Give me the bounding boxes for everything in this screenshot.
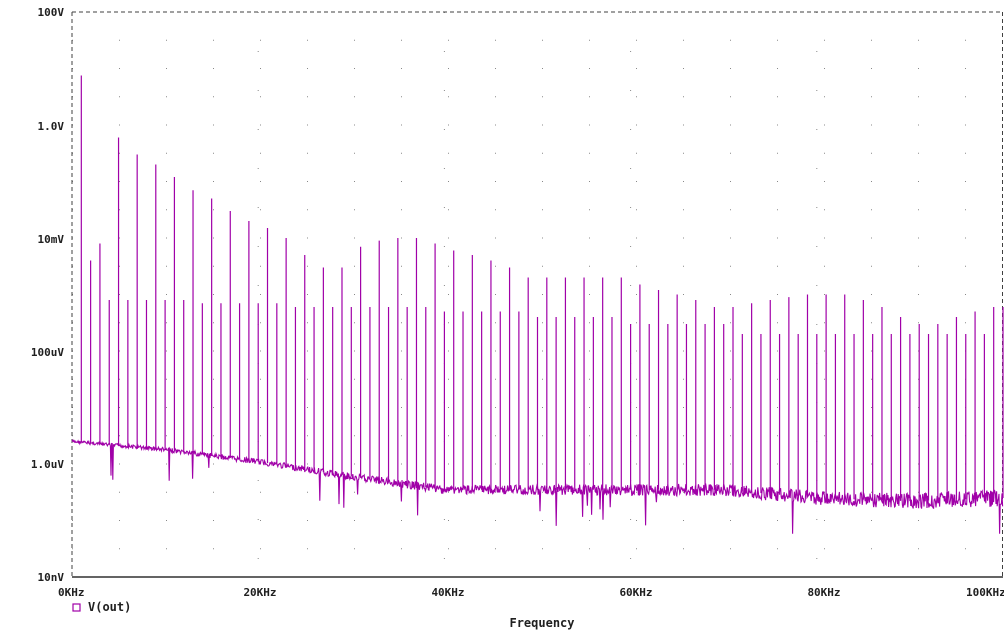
y-tick-label: 1.0V	[38, 120, 65, 133]
series-v-out	[71, 75, 1004, 534]
x-tick-label: 100KHz	[966, 586, 1004, 599]
y-axis-ticks: 100V 1.0V 10mV 100uV 1.0uV 10nV	[31, 6, 64, 584]
x-tick-label: 20KHz	[243, 586, 276, 599]
x-tick-label: 60KHz	[619, 586, 652, 599]
legend: V(out)	[72, 600, 131, 614]
y-tick-label: 1.0uV	[31, 458, 64, 471]
x-axis-title: Frequency	[509, 616, 574, 630]
x-tick-label: 0KHz	[58, 586, 85, 599]
y-tick-label: 100V	[38, 6, 65, 19]
x-tick-label: 40KHz	[431, 586, 464, 599]
y-tick-label: 100uV	[31, 346, 64, 359]
y-tick-label: 10mV	[38, 233, 65, 246]
legend-label-v-out: V(out)	[88, 600, 131, 614]
x-tick-label: 80KHz	[807, 586, 840, 599]
y-tick-label: 10nV	[38, 571, 65, 584]
legend-marker-v-out	[72, 603, 81, 612]
x-axis-ticks: 0KHz 20KHz 40KHz 60KHz 80KHz 100KHz	[58, 586, 1004, 599]
